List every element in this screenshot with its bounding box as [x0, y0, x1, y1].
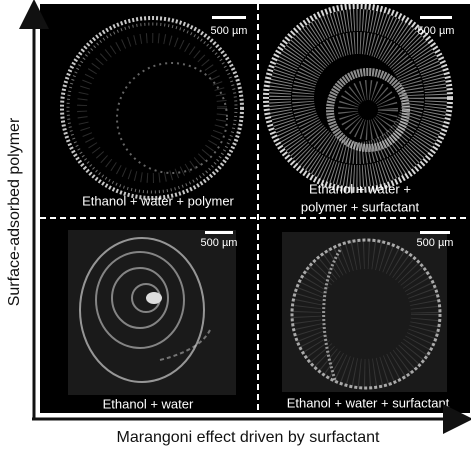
caption: Ethanol + water + polymer	[82, 193, 234, 208]
y-axis-label: Surface-adsorbed polymer	[6, 117, 23, 306]
figure: 500 µm 500 µm 500 µm 500 µm Ethanol + wa…	[0, 0, 471, 450]
scale-bar	[205, 231, 233, 234]
micrograph-frame	[68, 230, 236, 395]
bright-spot	[146, 292, 162, 304]
caption: Ethanol + water +	[309, 181, 411, 196]
caption: polymer + surfactant	[301, 199, 420, 214]
scale-label: 500 µm	[201, 237, 238, 249]
caption: Ethanol + water	[103, 396, 194, 411]
scale-bar	[420, 16, 452, 19]
x-axis-label: Marangoni effect driven by surfactant	[117, 429, 381, 446]
scale-bar	[420, 231, 450, 234]
caption: Ethanol + water + surfactant	[287, 395, 450, 410]
scale-bar	[212, 16, 246, 19]
scale-label: 500 µm	[211, 25, 248, 37]
scale-label: 500 µm	[417, 237, 454, 249]
scale-label: 500 µm	[418, 25, 455, 37]
